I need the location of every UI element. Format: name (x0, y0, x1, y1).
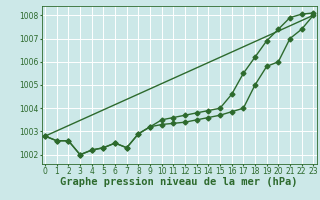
X-axis label: Graphe pression niveau de la mer (hPa): Graphe pression niveau de la mer (hPa) (60, 177, 298, 187)
